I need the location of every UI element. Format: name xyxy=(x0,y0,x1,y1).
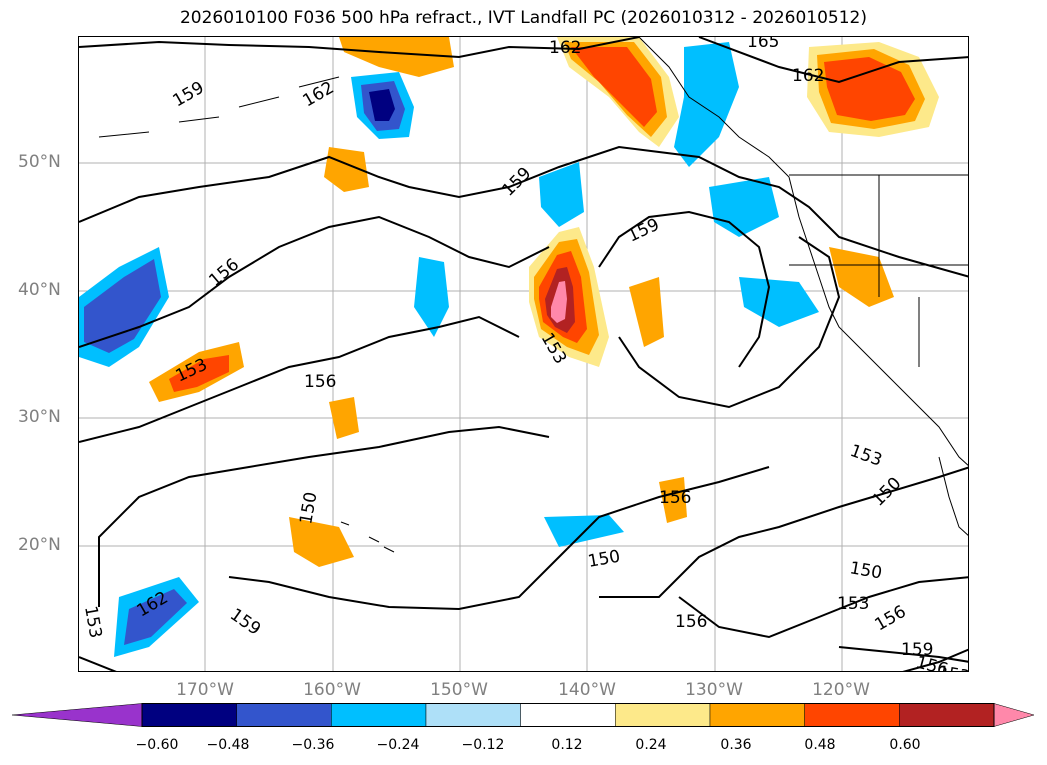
warm-shade-tiny-2 xyxy=(629,277,664,347)
cool-shade-gulf-inner xyxy=(369,89,395,121)
contour-label-150: 150 xyxy=(296,490,321,525)
colorbar-segment xyxy=(236,703,332,727)
contour-label-159: 159 xyxy=(901,640,933,660)
colorbar-segment xyxy=(331,703,427,727)
cool-shade-east-1 xyxy=(709,177,779,237)
contour-label-150: 150 xyxy=(868,473,905,510)
cool-shade-west-core xyxy=(84,259,161,353)
colorbar-segment xyxy=(141,703,237,727)
contour-label-156: 156 xyxy=(675,612,707,632)
contour-label-165: 165 xyxy=(747,37,779,52)
colorbar xyxy=(12,703,1035,727)
lat-label-30n: 30°N xyxy=(18,407,61,427)
colorbar-tick: 0.24 xyxy=(635,737,667,753)
colorbar-segment xyxy=(899,703,995,727)
lon-label-120w: 120°W xyxy=(812,680,870,700)
colorbar-segment xyxy=(804,703,900,727)
contour-label-162: 162 xyxy=(549,38,581,58)
map-title: 2026010100 F036 500 hPa refract., IVT La… xyxy=(179,8,867,28)
lat-label-20n: 20°N xyxy=(18,535,61,555)
contour-label-162: 162 xyxy=(300,78,338,112)
warm-shade-aleutian xyxy=(339,37,454,77)
warm-shade-tiny-5 xyxy=(659,477,687,523)
contour-label-159: 159 xyxy=(170,78,208,112)
contour-label-153: 153 xyxy=(837,594,869,614)
colorbar-tick: −0.48 xyxy=(206,737,250,753)
colorbar-tick: 0.12 xyxy=(551,737,583,753)
colorbar-segment xyxy=(520,703,616,727)
colorbar-tick: 0.48 xyxy=(804,737,836,753)
pc-shading xyxy=(79,37,939,657)
aleutians xyxy=(98,76,340,138)
colorbar-extend-high xyxy=(993,703,1035,727)
contour-label-159: 159 xyxy=(498,163,535,200)
warm-shade-tiny-4 xyxy=(329,397,359,439)
warm-shade-tiny-1 xyxy=(324,147,369,192)
cool-shade-sw-core xyxy=(124,589,187,645)
contour-label-156: 156 xyxy=(304,372,336,392)
lat-label-40n: 40°N xyxy=(18,280,61,300)
coastlines xyxy=(98,37,968,553)
graticule xyxy=(79,37,968,671)
colorbar-segment xyxy=(615,703,711,727)
colorbar-tick: −0.24 xyxy=(376,737,420,753)
cool-shade-central-1 xyxy=(414,257,449,337)
colorbar-segment xyxy=(709,703,805,727)
contour-label-153: 153 xyxy=(80,604,105,639)
lat-label-50n: 50°N xyxy=(18,152,61,172)
warm-shade-153-core xyxy=(169,355,229,392)
cool-shade-central-2 xyxy=(539,162,584,227)
cool-shade-east-2 xyxy=(739,277,819,327)
map-panel: 162 165 162 159 162 159 159 156 153 153 … xyxy=(78,36,969,672)
contour-label-153: 153 xyxy=(847,441,884,471)
colorbar-extend-low xyxy=(12,703,143,727)
contour-label-159: 159 xyxy=(625,215,663,247)
warm-shade-ne-inner xyxy=(824,57,915,121)
lon-label-160w: 160°W xyxy=(303,680,361,700)
colorbar-segment xyxy=(425,703,521,727)
baja xyxy=(938,456,968,536)
coast-bc xyxy=(638,37,968,466)
colorbar-tick: −0.12 xyxy=(461,737,505,753)
colorbar-tick: 0.36 xyxy=(720,737,752,753)
lon-label-170w: 170°W xyxy=(176,680,234,700)
lon-label-140w: 140°W xyxy=(558,680,616,700)
colorbar-tick: −0.36 xyxy=(291,737,335,753)
warm-shade-tiny-3 xyxy=(829,247,894,307)
warm-shade-bc-inner xyxy=(571,47,657,127)
contour-label-162: 162 xyxy=(792,66,824,86)
contour-label-159: 159 xyxy=(226,605,264,640)
colorbar-tick: −0.60 xyxy=(135,737,179,753)
contour-label-150: 150 xyxy=(586,547,621,572)
colorbar-tick: 0.60 xyxy=(889,737,921,753)
warm-shade-hawaii xyxy=(289,517,354,567)
warm-shade-central-peak xyxy=(551,281,567,323)
contour-label-156: 156 xyxy=(659,488,691,508)
contour-label-153: 153 xyxy=(936,662,969,672)
cool-shade-coast xyxy=(674,42,739,167)
refractivity-contours xyxy=(79,37,968,671)
hawaii-islands xyxy=(340,521,395,553)
border-states xyxy=(789,175,968,367)
contour-label-156: 156 xyxy=(872,602,910,636)
contour-label-150: 150 xyxy=(848,558,883,583)
lon-label-150w: 150°W xyxy=(430,680,488,700)
contour-label-156: 156 xyxy=(205,255,243,291)
map-canvas: 162 165 162 159 162 159 159 156 153 153 … xyxy=(79,37,969,672)
lon-label-130w: 130°W xyxy=(685,680,743,700)
